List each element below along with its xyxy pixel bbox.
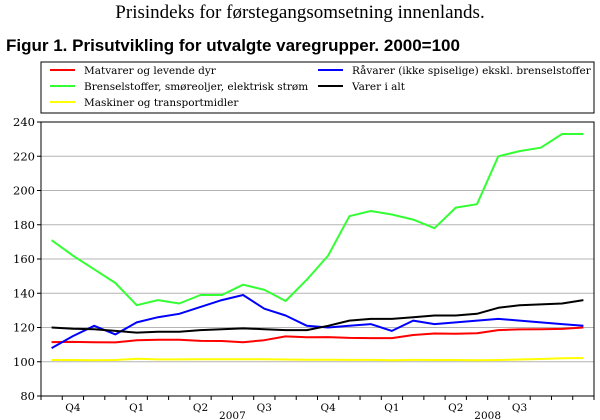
- legend-label: Brenselstoffer, smøreoljer, elektrisk st…: [84, 81, 308, 93]
- x-year-label: 2007: [219, 410, 246, 420]
- y-tick-label: 180: [13, 218, 35, 232]
- y-tick-label: 160: [13, 252, 35, 266]
- y-tick-label: 120: [13, 321, 35, 335]
- figure-title: Figur 1. Prisutvikling for utvalgte vare…: [6, 36, 460, 55]
- x-tick-label: Q2: [448, 402, 463, 414]
- legend-label: Matvarer og levende dyr: [84, 65, 217, 77]
- y-tick-label: 200: [13, 184, 35, 198]
- x-tick-label: Q4: [320, 402, 336, 414]
- series-line: [51, 299, 584, 334]
- y-tick-label: 100: [13, 355, 35, 369]
- x-tick-label: Q1: [129, 402, 144, 414]
- legend-label: Maskiner og transportmidler: [84, 97, 239, 109]
- x-tick-label: Q3: [257, 402, 272, 414]
- x-tick-label: Q4: [65, 402, 81, 414]
- y-tick-label: 80: [20, 389, 35, 403]
- y-tick-label: 140: [13, 286, 35, 300]
- x-tick-label: Q3: [512, 402, 527, 414]
- x-year-label: 2008: [474, 410, 501, 420]
- series-line: [51, 357, 584, 362]
- x-tick-label: Q1: [384, 402, 399, 414]
- series-line: [51, 294, 584, 349]
- legend-label: Råvarer (ikke spiselige) ekskl. brensels…: [352, 64, 592, 77]
- x-tick-label: Q2: [193, 402, 208, 414]
- legend-box: [40, 61, 595, 114]
- y-tick-label: 240: [13, 115, 35, 129]
- legend-label: Varer i alt: [351, 81, 406, 93]
- page-subtitle: Prisindeks for førstegangsomsetning inne…: [115, 2, 485, 23]
- series-line: [51, 326, 584, 344]
- y-tick-label: 220: [13, 149, 35, 163]
- series-line: [51, 133, 584, 307]
